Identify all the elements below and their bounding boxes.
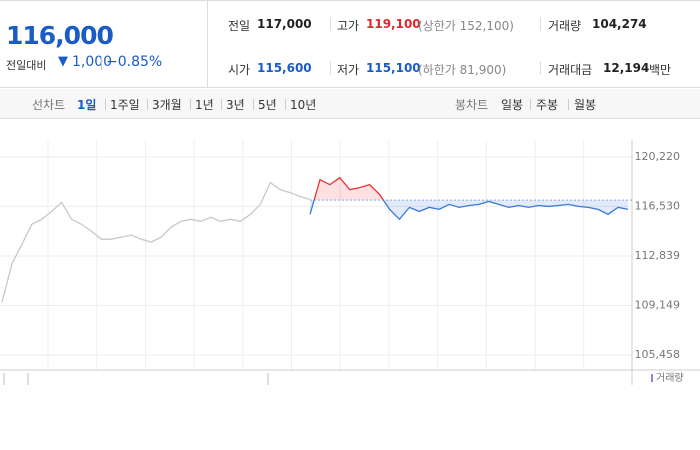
period-tab[interactable]: 5년 <box>258 98 277 112</box>
area-fill <box>310 177 628 220</box>
divider <box>330 61 331 75</box>
divider <box>330 17 331 31</box>
tab-divider <box>147 99 148 110</box>
stat-value: 115,600 <box>257 61 312 75</box>
stat-value: 12,194 <box>603 61 650 75</box>
tab-divider <box>105 99 106 110</box>
stat-label: 거래량 <box>548 19 582 33</box>
tab-divider <box>221 99 222 110</box>
period-tab[interactable]: 3개월 <box>152 98 182 112</box>
stat-label: 거래대금 <box>548 63 593 77</box>
change: 1,000 <box>72 54 113 70</box>
change-label: 전일대비 <box>6 59 47 72</box>
y-tick-label: 105,458 <box>635 348 681 361</box>
y-tick-label: 120,220 <box>635 150 681 163</box>
stat-note: (하한가 81,900) <box>418 63 507 77</box>
period-tab[interactable]: 3년 <box>226 98 245 112</box>
divider <box>101 57 102 70</box>
stat-label: 시가 <box>228 63 251 77</box>
period-tab[interactable]: 1주일 <box>110 98 140 112</box>
price-line <box>1 181 311 303</box>
candle-tab[interactable]: 월봉 <box>574 98 597 112</box>
y-tick-label: 109,149 <box>635 299 681 312</box>
period-tab[interactable]: 1년 <box>195 98 214 112</box>
tab-divider <box>568 99 569 110</box>
divider <box>540 17 541 31</box>
stat-label: 고가 <box>337 19 360 33</box>
period-tab[interactable]: 10년 <box>290 98 317 112</box>
price: 116,000 <box>6 21 114 50</box>
legend-swatch <box>651 374 653 382</box>
tab-divider <box>190 99 191 110</box>
stat-value: 117,000 <box>257 17 312 31</box>
candle-tab[interactable]: 주봉 <box>536 98 559 112</box>
stat-label: 전일 <box>228 19 251 33</box>
stat-unit: 백만 <box>649 63 672 77</box>
y-tick-label: 116,530 <box>635 199 681 212</box>
change-rate: −0.85% <box>106 54 163 70</box>
tab-group-label: 선차트 <box>32 98 66 112</box>
tab-divider <box>530 99 531 110</box>
stat-value: 115,100 <box>366 61 421 75</box>
legend-label: 거래량 <box>656 372 684 384</box>
tab-bar: 선차트 1일 1주일 3개월 1년 3년 5년 10년 봉차트 일봉 주봉 월봉 <box>0 89 700 119</box>
divider <box>540 61 541 75</box>
candle-tab[interactable]: 일봉 <box>501 98 524 112</box>
period-tab[interactable]: 1일 <box>77 98 97 112</box>
down-arrow: ▼ <box>58 54 68 69</box>
stat-label: 저가 <box>337 63 360 77</box>
stat-value: 119,100 <box>366 17 421 31</box>
stat-value: 104,274 <box>592 17 647 31</box>
price-line <box>309 176 629 221</box>
tab-divider <box>253 99 254 110</box>
divider <box>207 1 208 88</box>
stat-note: (상한가 152,100) <box>418 19 514 33</box>
tab-group-label: 봉차트 <box>455 98 489 112</box>
quote-panel: 116,000 전일대비 ▼ 1,000 −0.85% 전일 117,000 고가 1… <box>0 0 700 88</box>
y-tick-label: 112,839 <box>635 249 681 262</box>
tab-divider <box>285 99 286 110</box>
